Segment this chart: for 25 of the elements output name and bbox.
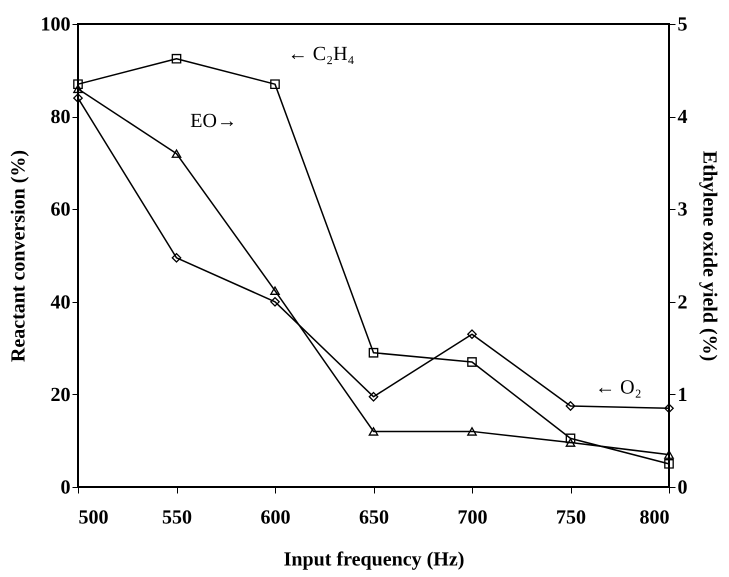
annotation: EO→ (190, 110, 237, 132)
y2-tick-label: 3 (678, 198, 688, 221)
x-tick-label: 750 (556, 506, 586, 528)
y-axis-title: Reactant conversion (%) (8, 150, 30, 362)
y2-tick-label: 0 (678, 476, 688, 498)
y2-tick-label: 5 (678, 14, 688, 36)
annotation: ← C₂H₄ (288, 43, 355, 66)
x-tick-label: 550 (162, 506, 192, 528)
y-tick-label: 0 (60, 476, 70, 498)
x-tick-label: 600 (260, 506, 290, 528)
y2-tick-label: 1 (678, 384, 688, 406)
y-tick-label: 40 (50, 291, 70, 314)
y-tick-label: 20 (50, 384, 70, 406)
x-tick-label: 700 (458, 506, 488, 528)
x-tick-label: 650 (359, 506, 389, 528)
y2-tick-label: 2 (678, 291, 688, 314)
y-tick-label: 80 (50, 106, 70, 128)
x-axis-title: Input frequency (Hz) (284, 548, 464, 570)
y2-axis-title: Ethylene oxide yield (%) (698, 150, 720, 362)
y2-tick-label: 4 (678, 106, 688, 128)
annotation: ← O₂ (595, 376, 642, 398)
x-tick-label: 800 (640, 506, 670, 528)
y-tick-label: 60 (50, 198, 70, 221)
x-tick-label: 500 (78, 506, 108, 528)
y-tick-label: 100 (40, 14, 70, 36)
